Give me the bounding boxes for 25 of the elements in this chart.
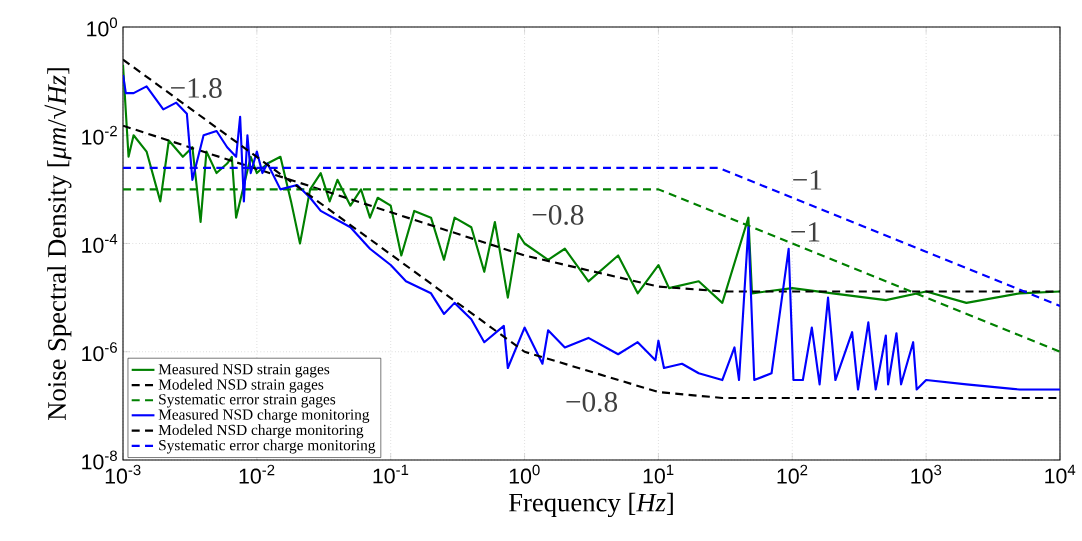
legend-label: Measured NSD charge monitoring (158, 408, 370, 423)
y-tick-label: 10$^{-2}$ (82, 125, 117, 145)
legend-label: Modeled NSD charge monitoring (158, 424, 364, 439)
y-axis-title: Noise Spectral Density [μm/√Hz] (44, 68, 72, 421)
x-tick-label: 10$^{2}$ (777, 464, 808, 484)
x-tick-label: 10$^{1}$ (643, 464, 674, 484)
annotation: −1.8 (171, 78, 222, 99)
y-tick-label: 10$^{-4}$ (82, 234, 118, 253)
x-tick-label: 10$^{4}$ (1045, 464, 1076, 484)
x-tick-label: 10$^{-1}$ (373, 464, 409, 484)
x-tick-label: 10$^{-2}$ (239, 464, 275, 484)
x-tick-label: 10$^{3}$ (911, 464, 942, 484)
annotation: −1 (791, 222, 820, 242)
legend-label: Systematic error charge monitoring (159, 439, 376, 454)
legend-label: Measured NSD strain gages (158, 363, 330, 378)
x-tick-label: 10$^{-3}$ (105, 464, 141, 484)
x-axis-title: Frequency [Hz] (508, 492, 673, 518)
y-tick-label: 10$^{0}$ (87, 17, 118, 37)
annotation: −1 (793, 170, 822, 190)
y-tick-label: 10$^{-6}$ (82, 342, 117, 362)
annotation: −0.8 (532, 204, 584, 225)
x-tick-label: 10$^{0}$ (509, 464, 540, 484)
annotation: −0.8 (566, 392, 618, 412)
legend-label: Modeled NSD strain gages (158, 378, 324, 393)
legend-label: Systematic error strain gages (159, 394, 336, 408)
